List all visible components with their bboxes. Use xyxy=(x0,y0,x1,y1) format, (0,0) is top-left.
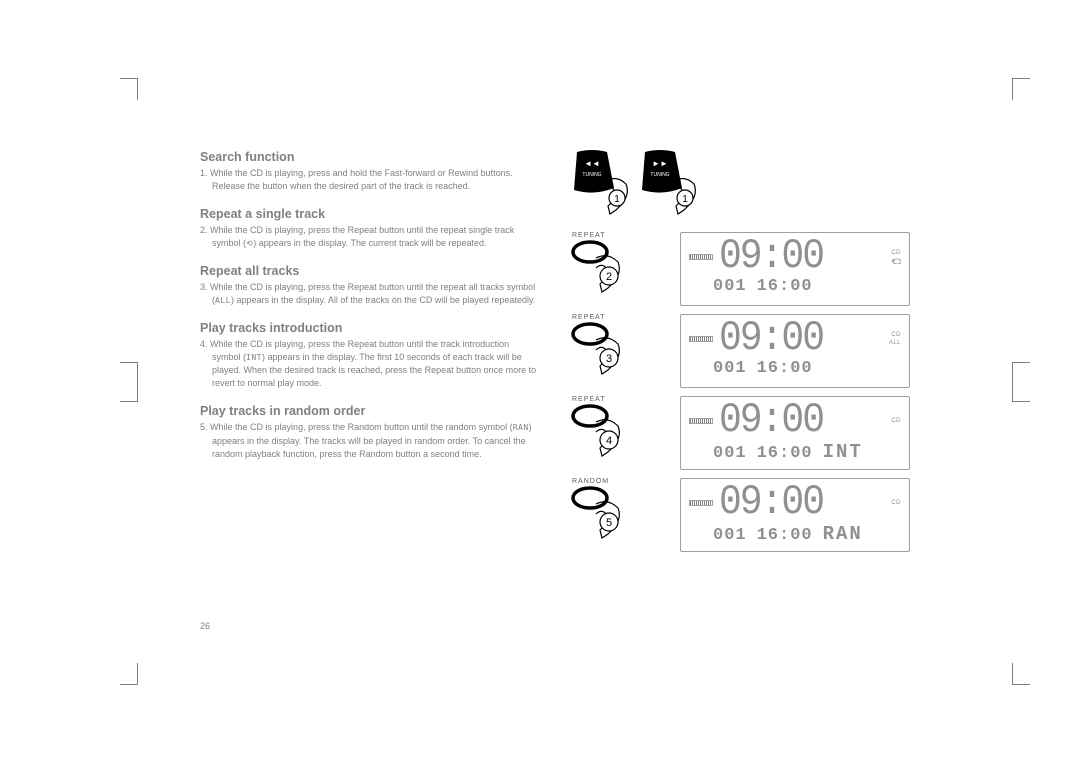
illustration-row-4: REPEAT 4 09:00 CD 001 16:00 xyxy=(570,396,930,470)
cd-mode-label: CD xyxy=(891,250,901,256)
repeat-button-press-icon: 3 xyxy=(570,322,630,382)
elapsed-time: 16:00 xyxy=(757,526,813,545)
repeat-single-icon xyxy=(891,258,901,264)
track-number: 001 xyxy=(713,526,747,545)
svg-text:►►: ►► xyxy=(652,159,668,168)
clock-time: 09:00 xyxy=(719,400,823,442)
body-1: 1. While the CD is playing, press and ho… xyxy=(200,167,540,193)
int-symbol: INT xyxy=(246,353,262,362)
illustration-row-3: REPEAT 3 09:00 CD ALL xyxy=(570,314,930,388)
heading-random: Play tracks in random order xyxy=(200,404,540,418)
lcd-display-repeat-single: 09:00 CD 001 16:00 xyxy=(680,232,910,306)
cd-mode-label: CD xyxy=(891,332,901,338)
body-3: 3. While the CD is playing, press the Re… xyxy=(200,281,540,307)
body-5: 5. While the CD is playing, press the Ra… xyxy=(200,421,540,460)
illustration-row-5: RANDOM 5 09:00 CD 001 16:00 xyxy=(570,478,930,552)
svg-text:3: 3 xyxy=(606,353,612,365)
elapsed-time: 16:00 xyxy=(757,444,813,463)
ran-tag: RAN xyxy=(823,523,863,545)
heading-search: Search function xyxy=(200,150,540,164)
page-number: 26 xyxy=(200,621,210,631)
volume-indicator-icon xyxy=(689,254,713,260)
svg-text:2: 2 xyxy=(606,271,612,283)
all-symbol: ALL xyxy=(215,296,231,305)
svg-text:1: 1 xyxy=(614,194,620,205)
repeat-label: REPEAT xyxy=(572,314,650,321)
svg-text:◄◄: ◄◄ xyxy=(584,159,600,168)
repeat-button-press-icon: 2 xyxy=(570,240,630,300)
int-tag: INT xyxy=(823,441,863,463)
cd-mode-label: CD xyxy=(891,500,901,506)
illustrations-column: ◄◄ TUNING 1 ►► TUNING 1 REP xyxy=(570,150,930,560)
crop-mark xyxy=(120,78,138,100)
repeat-button-press-icon: 4 xyxy=(570,404,630,464)
volume-indicator-icon xyxy=(689,418,713,424)
random-label: RANDOM xyxy=(572,478,650,485)
body-4: 4. While the CD is playing, press the Re… xyxy=(200,338,540,390)
repeat-label: REPEAT xyxy=(572,396,650,403)
manual-page: Search function 1. While the CD is playi… xyxy=(0,0,1080,763)
svg-text:TUNING: TUNING xyxy=(582,172,601,178)
lcd-display-repeat-all: 09:00 CD ALL 001 16:00 xyxy=(680,314,910,388)
crop-mark xyxy=(1012,663,1030,685)
clock-time: 09:00 xyxy=(719,482,823,524)
heading-repeat-single: Repeat a single track xyxy=(200,207,540,221)
clock-time: 09:00 xyxy=(719,318,823,360)
svg-text:5: 5 xyxy=(606,517,612,529)
crop-mark xyxy=(1012,78,1030,100)
lcd-display-int: 09:00 CD 001 16:00 INT xyxy=(680,396,910,470)
instructions-column: Search function 1. While the CD is playi… xyxy=(200,150,540,560)
crop-mark xyxy=(120,663,138,685)
track-number: 001 xyxy=(713,444,747,463)
crop-mark xyxy=(120,362,138,402)
volume-indicator-icon xyxy=(689,500,713,506)
svg-text:TUNING: TUNING xyxy=(650,172,669,178)
all-mode-label: ALL xyxy=(889,340,901,346)
random-button-press-icon: 5 xyxy=(570,486,630,546)
crop-mark xyxy=(1012,362,1030,402)
tuning-buttons-illustration: ◄◄ TUNING 1 ►► TUNING 1 xyxy=(574,150,930,220)
svg-text:1: 1 xyxy=(682,194,688,205)
cd-mode-label: CD xyxy=(891,418,901,424)
illustration-row-2: REPEAT 2 09:00 C xyxy=(570,232,930,306)
clock-time: 09:00 xyxy=(719,236,823,278)
rewind-button-icon: ◄◄ TUNING 1 xyxy=(574,150,636,220)
heading-intro: Play tracks introduction xyxy=(200,321,540,335)
volume-indicator-icon xyxy=(689,336,713,342)
lcd-display-random: 09:00 CD 001 16:00 RAN xyxy=(680,478,910,552)
svg-text:4: 4 xyxy=(606,435,612,447)
repeat-label: REPEAT xyxy=(572,232,650,239)
heading-repeat-all: Repeat all tracks xyxy=(200,264,540,278)
ran-symbol: RAN xyxy=(513,423,529,432)
fastforward-button-icon: ►► TUNING 1 xyxy=(642,150,704,220)
body-2: 2. While the CD is playing, press the Re… xyxy=(200,224,540,250)
